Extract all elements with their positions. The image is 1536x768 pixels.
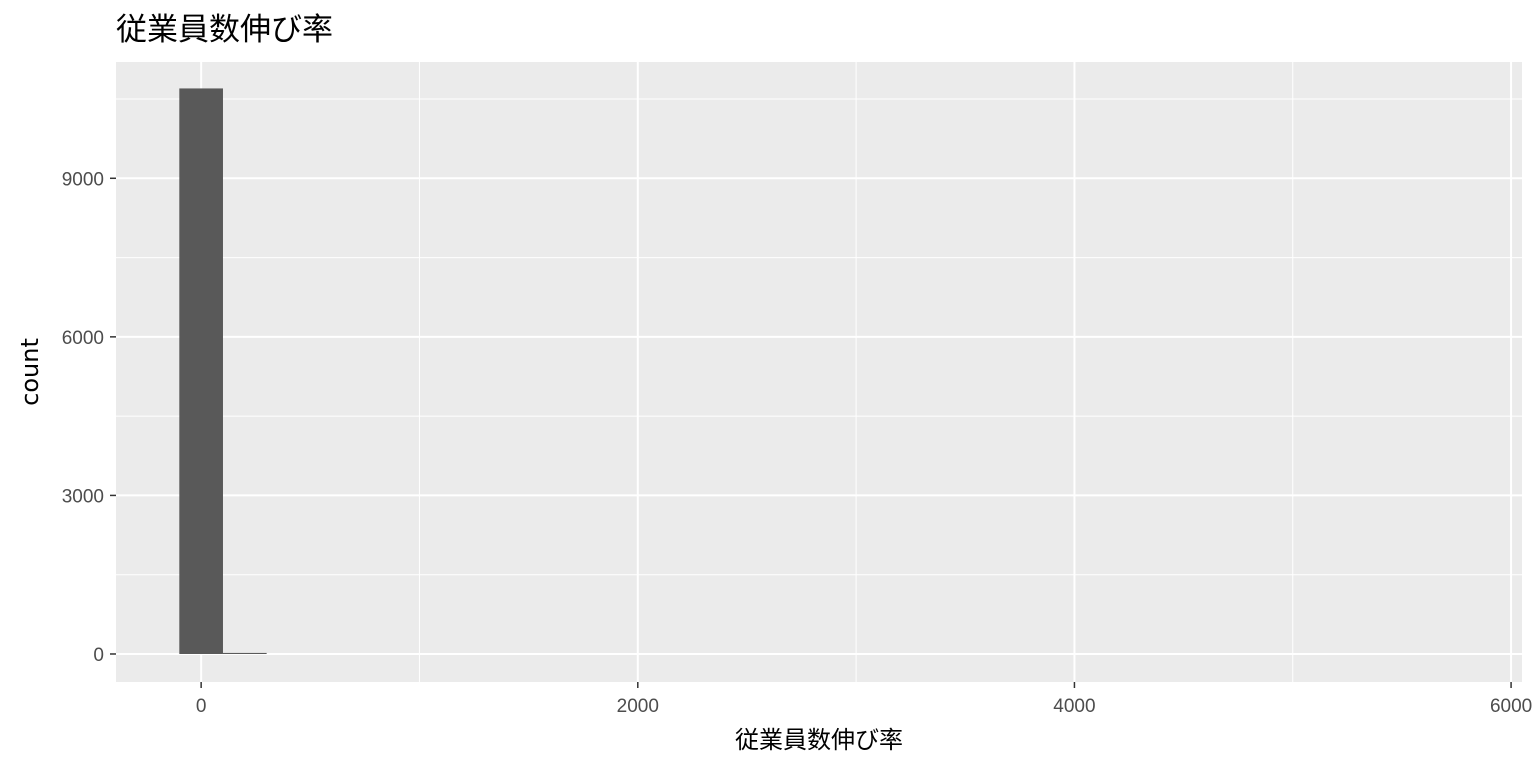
x-axis: 0 2000 4000 6000 <box>196 682 1532 717</box>
y-tick-label: 6000 <box>62 328 104 349</box>
histogram-bar <box>179 88 223 654</box>
y-axis-title: count <box>16 338 44 406</box>
plot-panel <box>116 62 1522 682</box>
x-axis-title: 従業員数伸び率 <box>735 726 903 754</box>
histogram-bars <box>179 88 267 654</box>
y-tick-label: 9000 <box>62 169 104 190</box>
x-tick-label: 4000 <box>1053 696 1095 717</box>
chart-title: 従業員数伸び率 <box>116 12 333 48</box>
minor-gridlines <box>116 62 1522 682</box>
x-tick-label: 0 <box>196 696 207 717</box>
histogram-bar <box>222 652 267 654</box>
x-tick-label: 2000 <box>617 696 659 717</box>
x-tick-label: 6000 <box>1490 696 1532 717</box>
major-gridlines <box>116 62 1522 682</box>
y-tick-label: 0 <box>93 645 104 666</box>
y-axis: 0 3000 6000 9000 <box>62 169 116 666</box>
y-tick-label: 3000 <box>62 486 104 507</box>
